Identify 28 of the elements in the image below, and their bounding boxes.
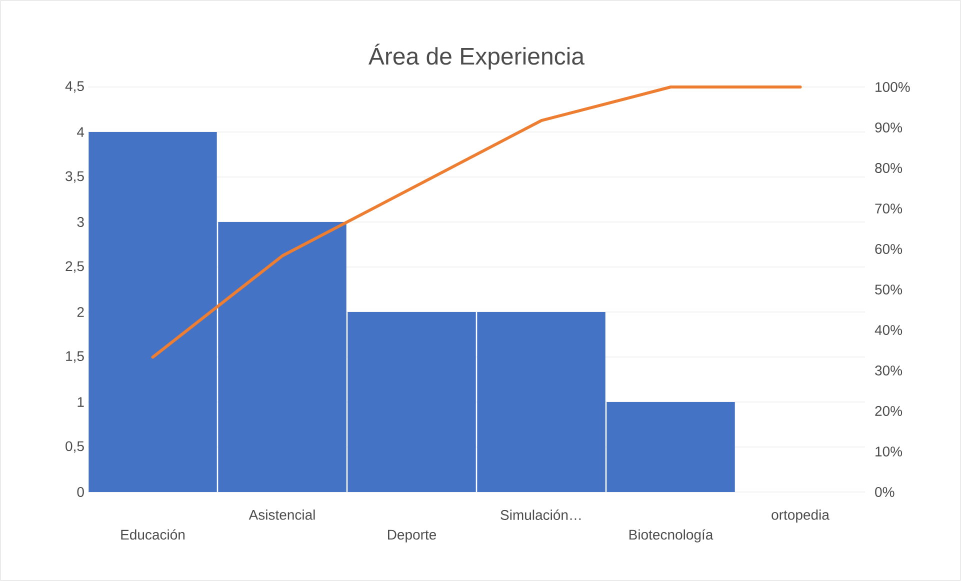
x-tick-label: ortopedia xyxy=(772,510,830,523)
y-tick-label: 4,5 xyxy=(65,81,84,93)
y-tick-label: 1,5 xyxy=(66,351,84,363)
y2-tick-label: 50% xyxy=(875,284,902,294)
y-tick-label: 0 xyxy=(77,487,84,497)
y-tick-label: 3,5 xyxy=(66,171,84,183)
x-tick-label: Simulación… xyxy=(500,510,581,520)
y-tick-label: 4 xyxy=(77,127,84,137)
y-tick-label: 3 xyxy=(77,217,84,227)
y2-tick-label: 90% xyxy=(875,122,902,132)
y-tick-label: 2,5 xyxy=(66,261,84,273)
y2-tick-label: 100% xyxy=(876,82,910,92)
chart-title: Área de Experiencia xyxy=(368,44,585,70)
y2-tick-label: 70% xyxy=(875,204,902,214)
x-tick-label: Biotecnología xyxy=(629,529,714,542)
y2-tick-label: 0% xyxy=(875,487,894,497)
y2-tick-label: 10% xyxy=(876,446,902,456)
y2-tick-label: 60% xyxy=(875,244,902,254)
x-tick-label: Deporte xyxy=(388,530,436,542)
y2-tick-label: 20% xyxy=(875,406,902,416)
x-tick-label: Educación xyxy=(121,529,185,540)
y-tick-label: 2 xyxy=(77,307,84,317)
y2-tick-label: 30% xyxy=(875,366,902,376)
y-tick-label: 0,5 xyxy=(66,441,84,453)
x-tick-label: Asistencial xyxy=(248,510,315,520)
y2-tick-label: 80% xyxy=(875,163,902,173)
y2-tick-label: 40% xyxy=(874,325,902,335)
y-tick-label: 1 xyxy=(78,397,84,407)
